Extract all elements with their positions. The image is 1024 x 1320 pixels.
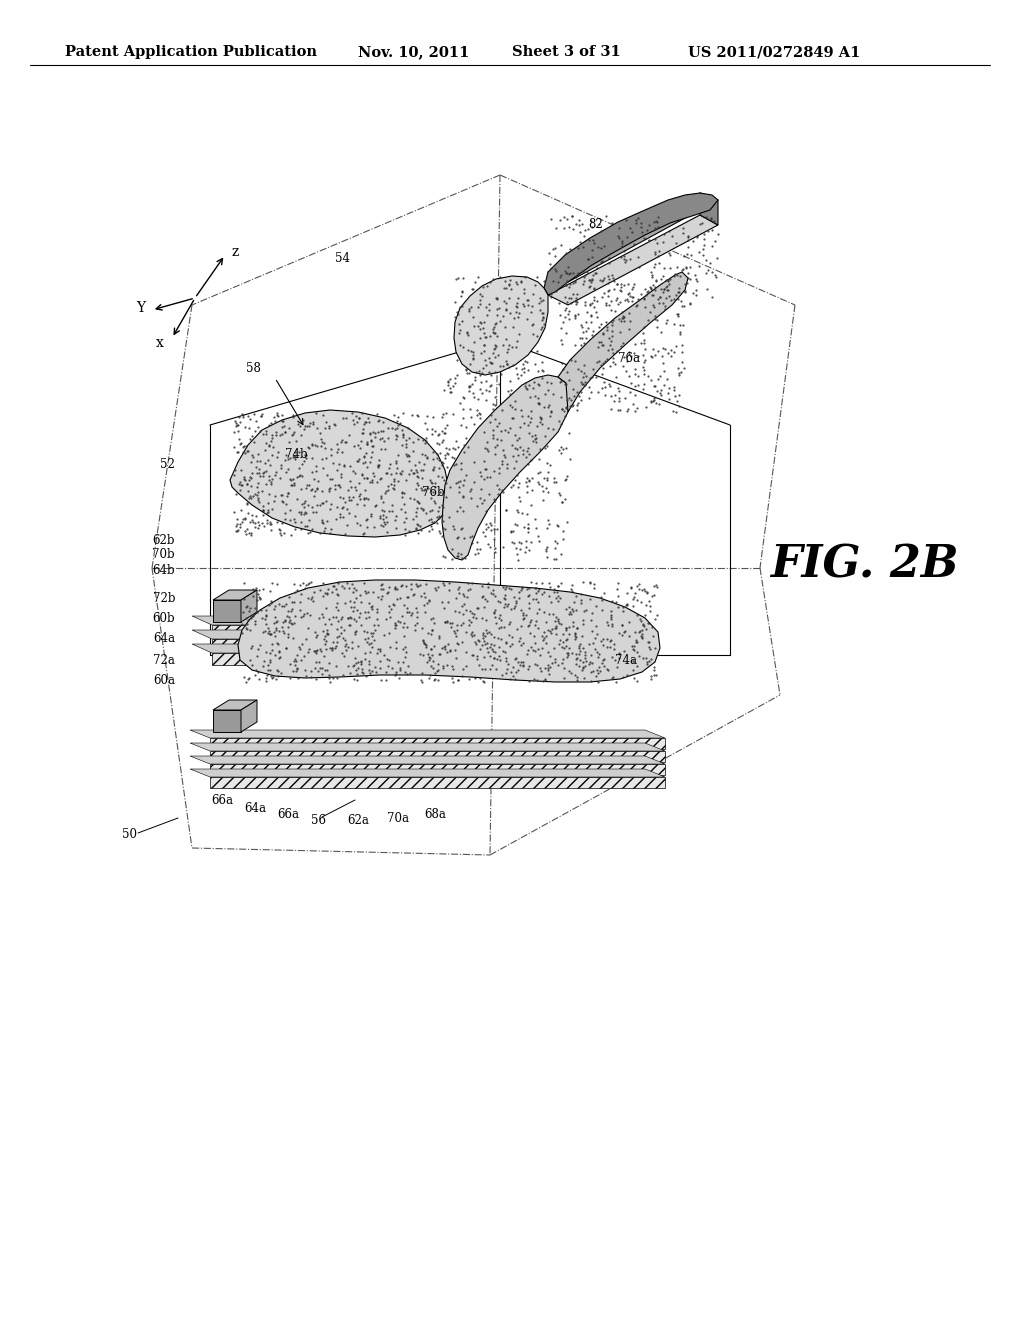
Text: 58: 58 [246, 362, 261, 375]
Text: 72b: 72b [153, 591, 175, 605]
Text: 62b: 62b [153, 533, 175, 546]
Polygon shape [442, 375, 570, 560]
Text: US 2011/0272849 A1: US 2011/0272849 A1 [688, 45, 860, 59]
Text: 74a: 74a [615, 653, 637, 667]
Polygon shape [241, 590, 257, 622]
Polygon shape [213, 590, 257, 601]
Text: 60b: 60b [153, 611, 175, 624]
Text: 64a: 64a [153, 631, 175, 644]
Polygon shape [454, 276, 548, 375]
Text: 76b: 76b [422, 486, 445, 499]
Text: 62a: 62a [347, 813, 369, 826]
Text: 66a: 66a [278, 808, 299, 821]
Text: 70a: 70a [387, 812, 409, 825]
Polygon shape [193, 616, 522, 624]
Text: 82: 82 [588, 219, 603, 231]
Polygon shape [213, 700, 257, 710]
Text: Patent Application Publication: Patent Application Publication [65, 45, 317, 59]
Polygon shape [558, 272, 688, 412]
Polygon shape [190, 770, 665, 777]
Text: 60a: 60a [153, 673, 175, 686]
Polygon shape [190, 743, 665, 751]
Text: 66a: 66a [211, 793, 233, 807]
Text: 74b: 74b [285, 449, 307, 462]
Text: FIG. 2B: FIG. 2B [770, 544, 958, 586]
Text: 52: 52 [160, 458, 175, 471]
Polygon shape [193, 644, 522, 653]
Text: 64b: 64b [153, 564, 175, 577]
Text: 72a: 72a [154, 653, 175, 667]
Text: 64a: 64a [244, 801, 266, 814]
Polygon shape [230, 411, 450, 537]
Text: 76a: 76a [618, 351, 640, 364]
Polygon shape [190, 730, 665, 738]
Polygon shape [210, 751, 665, 762]
Polygon shape [213, 601, 241, 622]
Polygon shape [213, 710, 241, 733]
Polygon shape [548, 215, 718, 305]
Text: 50: 50 [122, 829, 137, 842]
Text: z: z [232, 246, 240, 259]
Text: Nov. 10, 2011: Nov. 10, 2011 [358, 45, 469, 59]
Polygon shape [190, 756, 665, 764]
Polygon shape [212, 639, 522, 651]
Polygon shape [212, 653, 522, 665]
Text: 70b: 70b [153, 549, 175, 561]
Text: Y: Y [136, 301, 145, 315]
Polygon shape [193, 630, 522, 639]
Polygon shape [700, 193, 718, 224]
Text: 56: 56 [310, 813, 326, 826]
Polygon shape [212, 624, 522, 638]
Polygon shape [241, 700, 257, 733]
Text: Sheet 3 of 31: Sheet 3 of 31 [512, 45, 621, 59]
Text: x: x [156, 337, 164, 350]
Polygon shape [210, 777, 665, 788]
Polygon shape [210, 764, 665, 775]
Polygon shape [548, 193, 718, 282]
Polygon shape [210, 738, 665, 748]
Polygon shape [238, 579, 660, 682]
Text: 68a: 68a [424, 808, 445, 821]
Text: 54: 54 [335, 252, 350, 264]
Polygon shape [544, 193, 718, 294]
